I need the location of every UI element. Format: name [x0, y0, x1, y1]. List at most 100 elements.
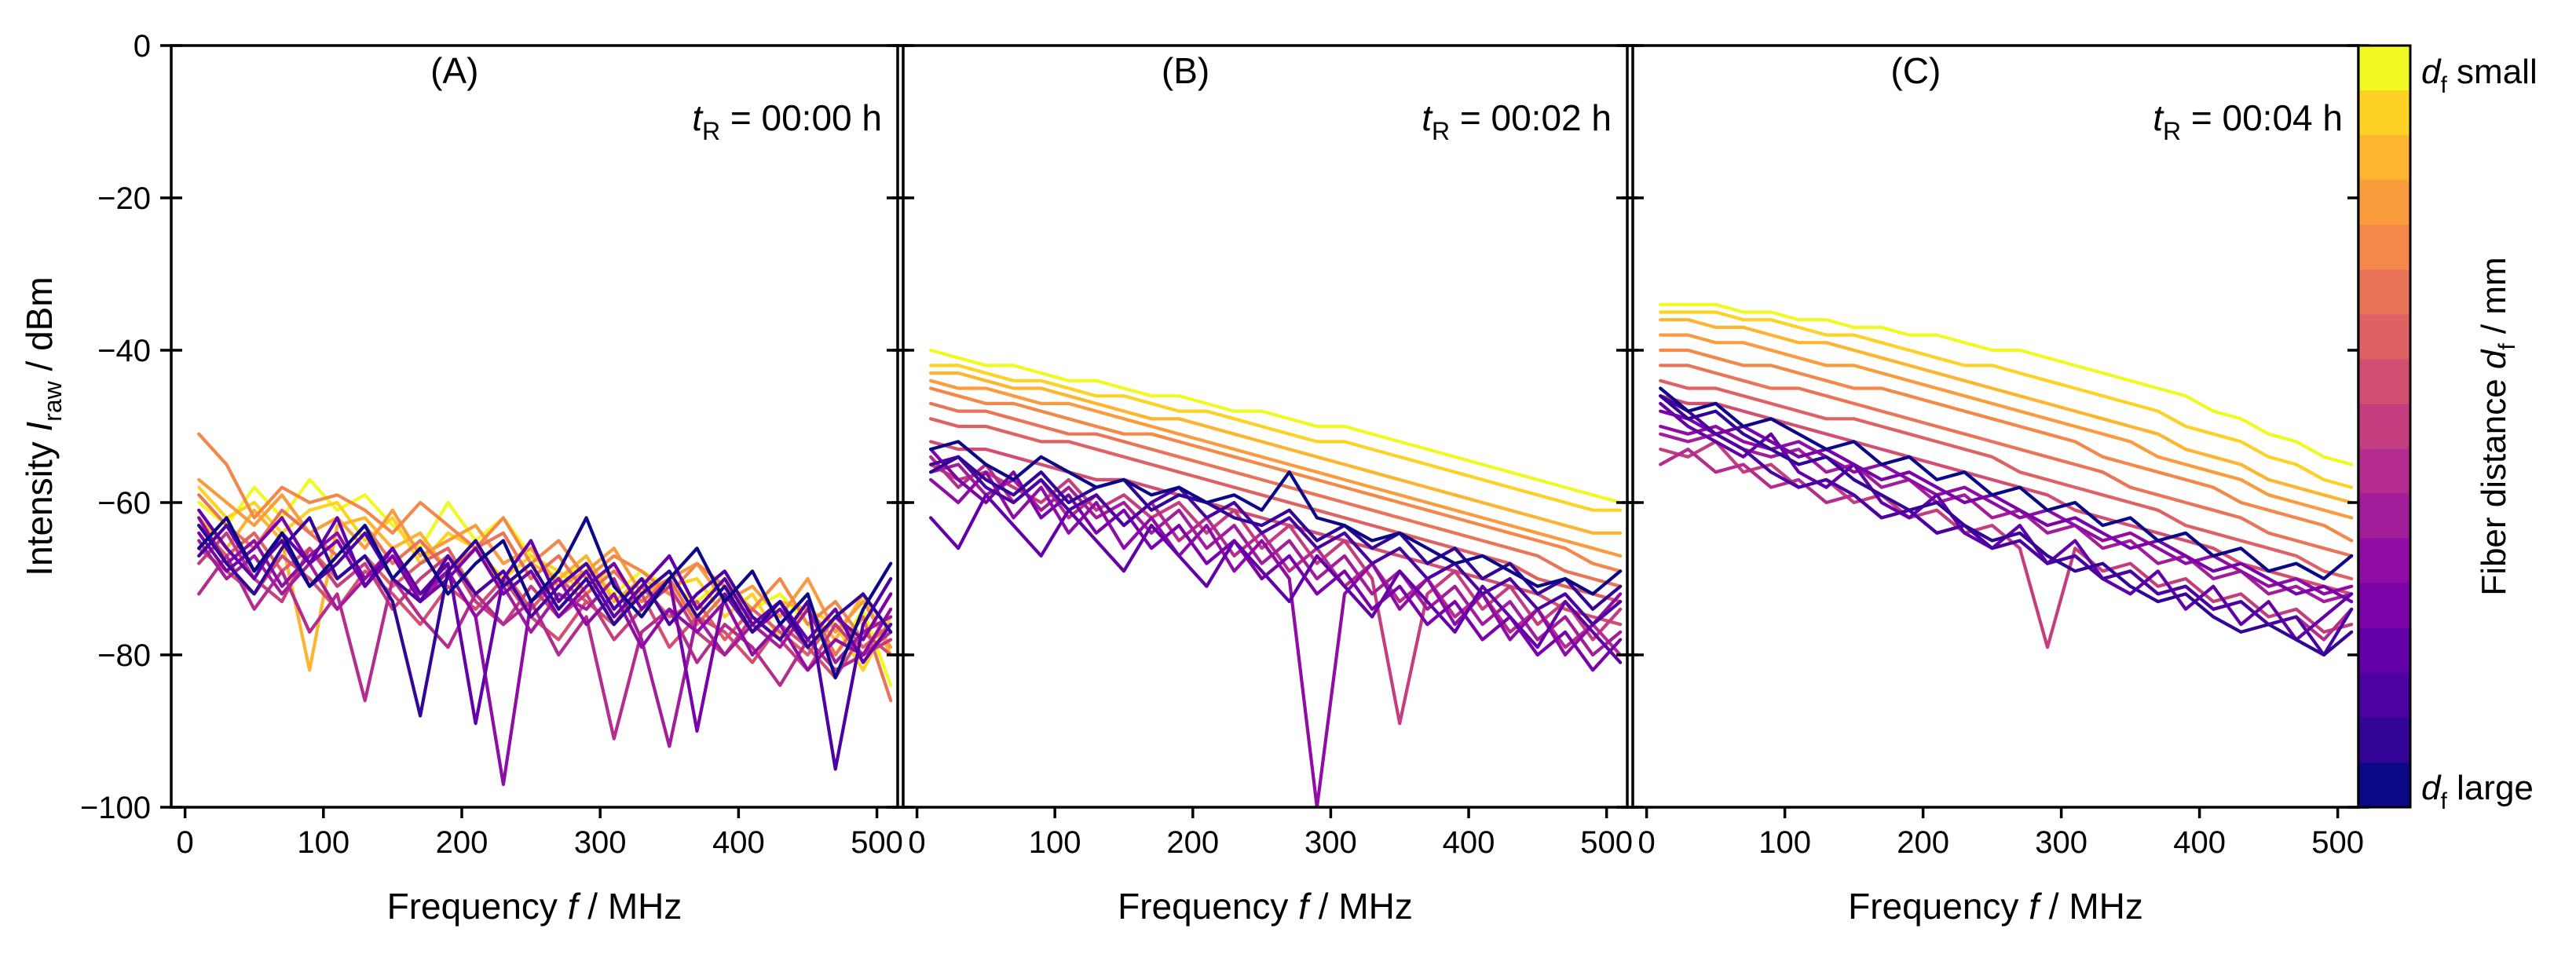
y-tick-label: −40 — [97, 334, 151, 368]
x-tick-label: 100 — [1029, 825, 1081, 860]
series-line-d17 — [928, 440, 1623, 596]
series-line-d4 — [928, 378, 1623, 558]
x-tick-label: 300 — [2035, 825, 2088, 860]
time-subscript: R — [2163, 117, 2181, 145]
x-axis-title-symbol: f — [568, 886, 581, 927]
time-annotation: tR = 00:00 h — [692, 97, 882, 145]
series-line-d3 — [928, 371, 1623, 535]
colorbar-segment — [2358, 359, 2410, 405]
series-line-d13 — [1659, 409, 2354, 604]
x-axis-title-suffix: / MHz — [1308, 886, 1413, 927]
series-line-d12 — [1659, 424, 2354, 596]
time-annotation: tR = 00:02 h — [1422, 97, 1612, 145]
series-line-d5 — [197, 432, 893, 642]
colorbar-segment — [2358, 493, 2410, 539]
x-tick-label: 200 — [436, 825, 488, 860]
x-tick-label: 200 — [1166, 825, 1219, 860]
series-line-d12 — [928, 470, 1623, 807]
series-line-d9 — [928, 463, 1623, 726]
colorbar-title: Fiber distance df / mm — [2475, 257, 2520, 595]
series-line-d7 — [1659, 378, 2354, 581]
series-group — [197, 432, 893, 787]
plot-frame — [170, 44, 899, 809]
x-axis-title-prefix: Frequency — [1118, 886, 1298, 927]
y-axis-title-prefix: Intensity — [19, 432, 60, 576]
series-line-d14 — [928, 493, 1623, 664]
colorbar-segment — [2358, 448, 2410, 495]
y-axis-title-symbol: I — [19, 422, 60, 432]
x-tick-label: 500 — [1580, 825, 1633, 860]
x-axis-title-prefix: Frequency — [1848, 886, 2029, 927]
x-tick-label: 100 — [297, 825, 349, 860]
colorbar-top-text: small — [2447, 53, 2538, 91]
series-line-d13 — [928, 447, 1623, 672]
colorbar-segment — [2358, 717, 2410, 763]
x-tick-label: 400 — [2173, 825, 2226, 860]
panel-label: (B) — [1162, 50, 1209, 91]
series-line-d3 — [1659, 318, 2354, 505]
x-tick-label: 500 — [2311, 825, 2364, 860]
panel-label: (C) — [1890, 50, 1941, 91]
y-axis-title-subscript: raw — [38, 380, 67, 421]
x-tick-label: 300 — [574, 825, 627, 860]
colorbar-segment — [2358, 269, 2410, 315]
colorbar-segment — [2358, 225, 2410, 270]
colorbar-segment — [2358, 583, 2410, 629]
colorbar-segment — [2358, 135, 2410, 181]
series-line-d1 — [197, 477, 893, 687]
x-axis-title-suffix: / MHz — [2039, 886, 2143, 927]
colorbar-segment — [2358, 46, 2410, 91]
series-line-d13 — [197, 516, 893, 733]
x-tick-label: 500 — [851, 825, 903, 860]
x-axis-title-symbol: f — [2029, 886, 2042, 927]
series-line-d2 — [1659, 310, 2354, 489]
series-line-d11 — [1659, 432, 2354, 604]
series-line-d11 — [928, 463, 1623, 657]
x-axis-title-symbol: f — [1298, 886, 1312, 927]
colorbar-segment — [2358, 180, 2410, 225]
series-line-d5 — [1659, 348, 2354, 543]
colorbar-frame — [2357, 44, 2412, 809]
x-tick-label: 100 — [1758, 825, 1811, 860]
x-tick-label: 0 — [908, 825, 925, 860]
series-group — [1659, 302, 2354, 657]
series-line-d15 — [928, 455, 1623, 627]
series-line-d6 — [1659, 364, 2354, 558]
colorbar-top-label: df small — [2421, 53, 2538, 98]
time-symbol: t — [1422, 97, 1433, 138]
colorbar-title-prefix: Fiber distance — [2475, 369, 2513, 596]
series-line-d8 — [928, 440, 1623, 627]
series-line-d12 — [197, 516, 893, 787]
colorbar-segment — [2358, 627, 2410, 674]
colorbar-top-symbol: d — [2421, 53, 2442, 91]
time-text: = 00:02 h — [1450, 97, 1612, 138]
series-line-d16 — [928, 455, 1623, 611]
y-tick-label: −100 — [80, 791, 151, 825]
x-tick-label: 0 — [176, 825, 193, 860]
x-tick-label: 400 — [1443, 825, 1495, 860]
y-tick-label: 0 — [134, 29, 151, 64]
colorbar-title-suffix: / mm — [2475, 257, 2513, 343]
y-axis-title: Intensity Iraw / dBm — [19, 276, 67, 576]
colorbar-bottom-label: df large — [2421, 769, 2534, 814]
colorbar-title-subscript: f — [2494, 343, 2520, 350]
x-tick-label: 0 — [1637, 825, 1655, 860]
colorbar-title-symbol: d — [2475, 349, 2513, 369]
colorbar-segment — [2358, 314, 2410, 360]
series-line-d2 — [928, 364, 1623, 512]
y-tick-label: −80 — [97, 638, 151, 673]
x-tick-label: 400 — [712, 825, 765, 860]
time-text: = 00:04 h — [2181, 97, 2343, 138]
x-axis-title: Frequency f / MHz — [1848, 886, 2143, 927]
colorbar-segment — [2358, 538, 2410, 584]
series-line-d17 — [1659, 386, 2354, 581]
colorbar-segment — [2358, 90, 2410, 136]
panel-A: 0 −20 −40 −60 −80 −100 0 100 200 300 400 500 Frequen… — [80, 29, 909, 927]
x-tick-label: 300 — [1304, 825, 1357, 860]
x-axis-title: Frequency f / MHz — [387, 886, 682, 927]
series-group — [928, 348, 1623, 807]
series-line-d4 — [1659, 333, 2354, 520]
colorbar-bottom-text: large — [2447, 769, 2534, 807]
